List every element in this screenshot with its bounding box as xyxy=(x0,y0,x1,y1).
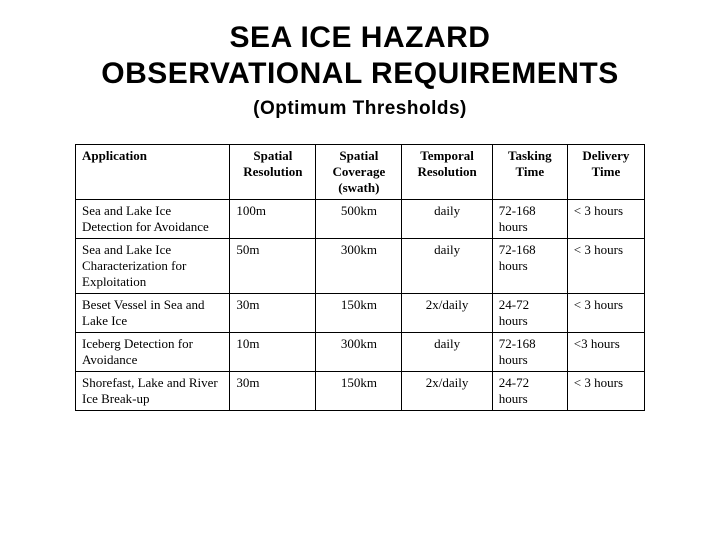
cell-application: Iceberg Detection for Avoidance xyxy=(76,333,230,372)
col-header-spatial-coverage: Spatial Coverage (swath) xyxy=(316,145,402,200)
cell-temporal_resolution: daily xyxy=(402,200,492,239)
cell-spatial_coverage: 300km xyxy=(316,333,402,372)
cell-spatial_resolution: 30m xyxy=(230,372,316,411)
table-head: Application Spatial Resolution Spatial C… xyxy=(76,145,645,200)
table-row: Iceberg Detection for Avoidance10m300kmd… xyxy=(76,333,645,372)
requirements-table: Application Spatial Resolution Spatial C… xyxy=(75,144,645,411)
cell-spatial_resolution: 10m xyxy=(230,333,316,372)
col-header-temporal-resolution: Temporal Resolution xyxy=(402,145,492,200)
table-wrap: Application Spatial Resolution Spatial C… xyxy=(40,144,680,411)
cell-delivery_time: < 3 hours xyxy=(567,372,644,411)
col-header-delivery-time: Delivery Time xyxy=(567,145,644,200)
cell-application: Shorefast, Lake and River Ice Break-up xyxy=(76,372,230,411)
cell-tasking_time: 72-168 hours xyxy=(492,333,567,372)
cell-application: Beset Vessel in Sea and Lake Ice xyxy=(76,294,230,333)
cell-tasking_time: 72-168 hours xyxy=(492,239,567,294)
cell-tasking_time: 24-72 hours xyxy=(492,294,567,333)
col-header-tasking-time: Tasking Time xyxy=(492,145,567,200)
cell-delivery_time: < 3 hours xyxy=(567,239,644,294)
cell-delivery_time: < 3 hours xyxy=(567,200,644,239)
cell-spatial_resolution: 100m xyxy=(230,200,316,239)
table-header-row: Application Spatial Resolution Spatial C… xyxy=(76,145,645,200)
cell-temporal_resolution: daily xyxy=(402,333,492,372)
table-row: Beset Vessel in Sea and Lake Ice30m150km… xyxy=(76,294,645,333)
title-subtitle: (Optimum Thresholds) xyxy=(40,98,680,120)
title-line1: SEA ICE HAZARD xyxy=(40,20,680,56)
table-body: Sea and Lake Ice Detection for Avoidance… xyxy=(76,200,645,411)
cell-tasking_time: 72-168 hours xyxy=(492,200,567,239)
cell-application: Sea and Lake Ice Detection for Avoidance xyxy=(76,200,230,239)
cell-spatial_coverage: 150km xyxy=(316,372,402,411)
cell-spatial_resolution: 50m xyxy=(230,239,316,294)
cell-temporal_resolution: 2x/daily xyxy=(402,294,492,333)
cell-tasking_time: 24-72 hours xyxy=(492,372,567,411)
cell-spatial_resolution: 30m xyxy=(230,294,316,333)
title-block: SEA ICE HAZARD OBSERVATIONAL REQUIREMENT… xyxy=(40,20,680,120)
cell-spatial_coverage: 500km xyxy=(316,200,402,239)
cell-spatial_coverage: 150km xyxy=(316,294,402,333)
col-header-spatial-resolution: Spatial Resolution xyxy=(230,145,316,200)
cell-temporal_resolution: 2x/daily xyxy=(402,372,492,411)
col-header-application: Application xyxy=(76,145,230,200)
cell-temporal_resolution: daily xyxy=(402,239,492,294)
cell-application: Sea and Lake Ice Characterization for Ex… xyxy=(76,239,230,294)
table-row: Sea and Lake Ice Detection for Avoidance… xyxy=(76,200,645,239)
cell-spatial_coverage: 300km xyxy=(316,239,402,294)
table-row: Shorefast, Lake and River Ice Break-up30… xyxy=(76,372,645,411)
cell-delivery_time: < 3 hours xyxy=(567,294,644,333)
table-row: Sea and Lake Ice Characterization for Ex… xyxy=(76,239,645,294)
title-line2: OBSERVATIONAL REQUIREMENTS xyxy=(40,56,680,92)
cell-delivery_time: <3 hours xyxy=(567,333,644,372)
